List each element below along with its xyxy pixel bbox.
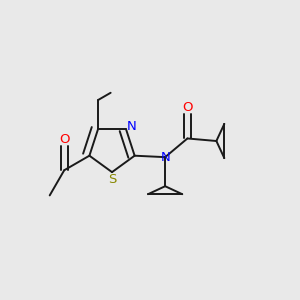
Text: S: S xyxy=(108,173,116,186)
Text: N: N xyxy=(161,151,171,164)
Text: O: O xyxy=(59,133,70,146)
Text: N: N xyxy=(127,120,137,133)
Text: O: O xyxy=(182,101,193,114)
